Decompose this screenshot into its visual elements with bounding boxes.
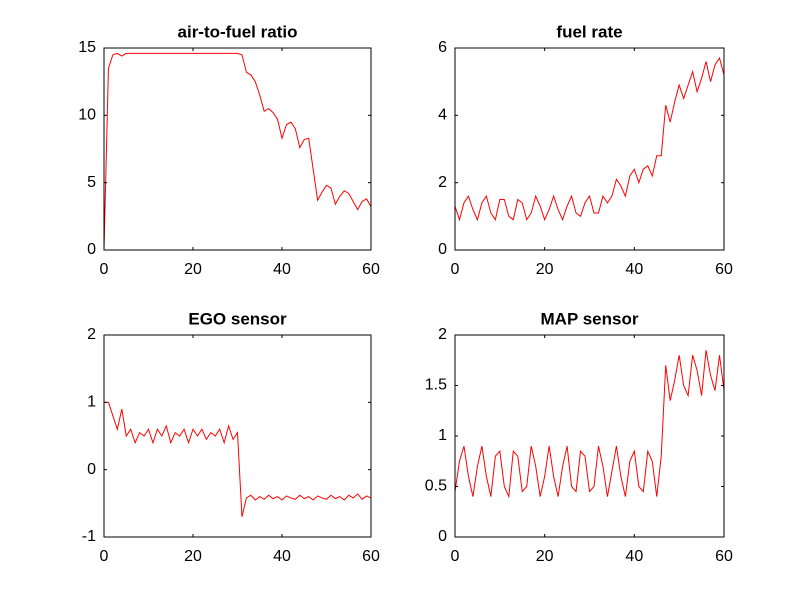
- axes-box: [103, 334, 372, 538]
- y-tick-label: 2: [438, 326, 447, 343]
- y-tick-label: 2: [438, 174, 447, 191]
- y-tick-label: 0: [438, 241, 447, 258]
- y-tick-label: 4: [438, 107, 447, 124]
- y-tick-label: -1: [82, 528, 96, 545]
- x-tick-label: 40: [625, 261, 643, 278]
- x-tick-label: 0: [451, 548, 460, 565]
- axes-background: [104, 48, 371, 250]
- x-tick-label: 60: [715, 261, 733, 278]
- data-line: [454, 350, 725, 499]
- chart-title: EGO sensor: [188, 309, 287, 328]
- axes-background: [455, 48, 724, 250]
- x-tick-label: 60: [362, 548, 380, 565]
- x-tick-label: 0: [100, 548, 109, 565]
- y-tick-label: 0: [87, 461, 96, 478]
- chart-title: air-to-fuel ratio: [178, 22, 298, 41]
- data-line: [454, 56, 725, 222]
- x-tick-label: 40: [625, 548, 643, 565]
- data-line: [104, 401, 372, 517]
- x-tick-label: 20: [184, 261, 202, 278]
- y-tick-label: 2: [87, 326, 96, 343]
- x-tick-label: 20: [536, 548, 554, 565]
- y-tick-label: 5: [87, 174, 96, 191]
- y-tick-label: 6: [438, 39, 447, 56]
- y-tick-label: 1: [438, 427, 447, 444]
- x-tick-label: 20: [184, 548, 202, 565]
- y-tick-label: 0: [87, 241, 96, 258]
- x-tick-label: 60: [715, 548, 733, 565]
- y-tick-label: 0: [438, 528, 447, 545]
- x-tick-label: 0: [451, 261, 460, 278]
- y-tick-label: 1: [87, 394, 96, 411]
- x-tick-label: 40: [273, 261, 291, 278]
- y-tick-label: 15: [78, 39, 96, 56]
- axes-box: [103, 47, 372, 251]
- x-tick-label: 0: [100, 261, 109, 278]
- y-tick-label: 1.5: [425, 377, 447, 394]
- x-tick-label: 60: [362, 261, 380, 278]
- axes-box: [454, 47, 725, 251]
- x-tick-label: 20: [536, 261, 554, 278]
- x-tick-label: 40: [273, 548, 291, 565]
- axes-background: [455, 335, 724, 537]
- chart-title: MAP sensor: [541, 309, 639, 328]
- y-tick-label: 10: [78, 107, 96, 124]
- chart-title: fuel rate: [556, 22, 622, 41]
- data-line: [103, 52, 372, 251]
- y-tick-label: 0.5: [425, 478, 447, 495]
